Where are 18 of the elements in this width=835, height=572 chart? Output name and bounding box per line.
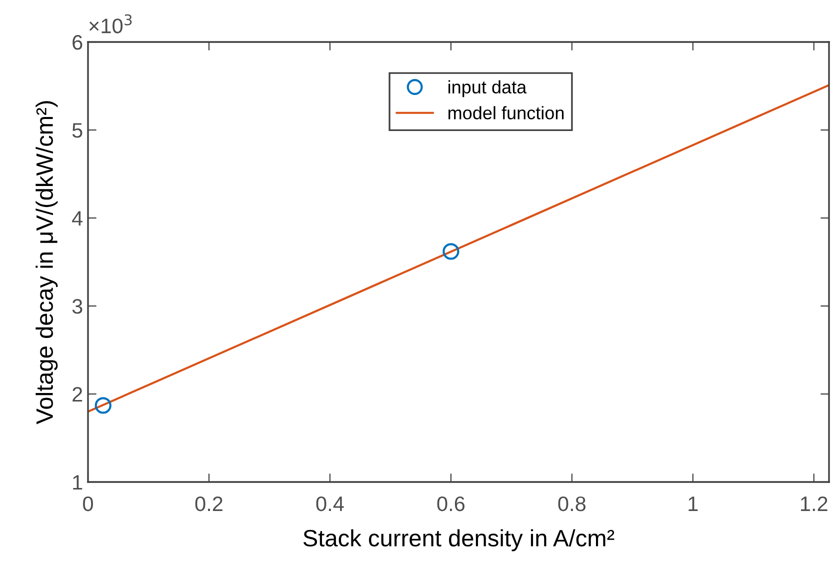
y-tick-label: 2 [72,387,82,402]
x-tick-label: 0 [83,496,93,512]
legend-label: input data [448,80,527,98]
legend-label: model function [448,106,564,120]
y-tick-label: 5 [72,123,82,138]
y-tick-label: 4 [72,211,83,226]
text: ×10$^{3}$ [89,14,132,34]
x-tick-label: 1 [688,496,698,511]
x-tick-label: 0.2 [195,496,222,512]
x-axis-title: Stack current density in A/cm² [303,529,614,552]
y-axis-title: Voltage decay in μV/(dkW/cm²) [36,101,58,424]
y-tick-label: 6 [72,35,82,50]
y-tick-label: 3 [72,299,82,314]
x-tick-label: 0.6 [437,496,465,512]
x-tick-label: 0.8 [558,496,586,512]
x-tick-label: 0.4 [316,496,344,512]
y-tick-label: 1 [73,475,82,490]
x-tick-label: 1.2 [800,496,828,511]
